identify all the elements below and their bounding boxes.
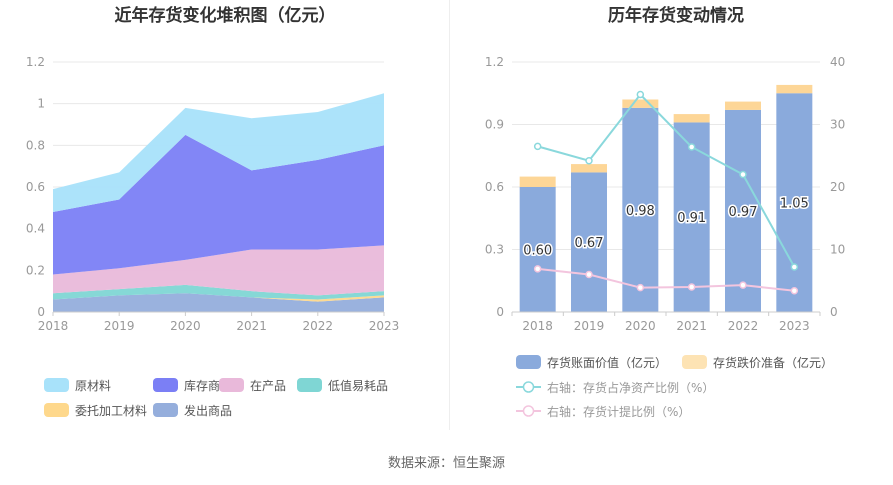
left-y-tick-label: 0.6	[26, 180, 45, 194]
left-y-tick-label: 1	[37, 97, 45, 111]
right-x-tick-label: 2018	[522, 319, 553, 333]
legend-label-右轴：存货占净资产比例（%）: 右轴：存货占净资产比例（%）	[547, 380, 714, 395]
bar-provision	[725, 101, 761, 110]
legend-marker-右轴：存货占净资产比例（%）	[522, 381, 535, 393]
left-y-tick-label: 0.8	[26, 138, 45, 152]
bar-provision	[776, 84, 813, 94]
source-text: 数据来源：恒生聚源	[387, 456, 505, 471]
left-y-tick-label: 0.4	[26, 222, 45, 236]
right-x-tick-label: 2019	[574, 319, 605, 333]
area-series-原材料	[53, 93, 384, 212]
legend-label-在产品: 在产品	[250, 379, 286, 393]
panel-divider	[449, 0, 450, 430]
left-x-tick-label: 2023	[369, 319, 400, 333]
legend-swatch-委托加工材料	[44, 403, 69, 417]
right-x-tick-label: 2021	[676, 319, 707, 333]
bar-book-value	[725, 109, 761, 313]
right-y-left-tick-label: 0.6	[485, 180, 504, 194]
left-x-tick-label: 2020	[170, 319, 201, 333]
bar-book-value	[776, 93, 813, 312]
area-series-委托加工材料	[53, 293, 384, 302]
legend-label-存货账面价值（亿元）: 存货账面价值（亿元）	[547, 355, 667, 370]
legend-swatch-存货跌价准备（亿元）	[682, 355, 707, 369]
area-series-在产品	[53, 245, 384, 296]
legend-label-右轴：存货计提比例（%）: 右轴：存货计提比例（%）	[547, 404, 690, 419]
legend-marker-右轴：存货计提比例（%）	[522, 405, 535, 417]
line-point	[585, 157, 593, 165]
right-y-left-tick-label: 0.9	[485, 118, 504, 132]
bar-provision	[622, 99, 659, 108]
bar-book-value	[622, 107, 659, 312]
left-x-tick-label: 2021	[236, 319, 267, 333]
right-x-tick-label: 2023	[779, 319, 810, 333]
legend-label-委托加工材料: 委托加工材料	[75, 404, 147, 418]
bar-provision	[571, 164, 607, 173]
bar-book-value	[519, 187, 556, 312]
right-y-right-tick-label: 0	[830, 305, 838, 319]
area-series-发出商品	[53, 293, 384, 312]
left-y-tick-label: 0.2	[26, 263, 45, 277]
line-point	[739, 170, 747, 179]
left-x-tick-label: 2019	[104, 319, 135, 333]
bar-value-label: 0.67	[575, 236, 604, 251]
right-y-right-tick-label: 40	[830, 55, 845, 69]
bar-provision	[519, 176, 556, 187]
bar-value-label: 0.91	[677, 211, 706, 226]
legend-label-存货跌价准备（亿元）: 存货跌价准备（亿元）	[713, 355, 833, 370]
bar-value-label: 0.97	[729, 205, 758, 220]
legend-swatch-库存商品	[153, 378, 178, 392]
line-series-右轴：存货计提比例（%）	[537, 267, 795, 292]
bar-value-label: 0.98	[626, 204, 655, 219]
line-point	[739, 281, 747, 289]
line-point	[790, 263, 799, 271]
bar-value-label: 1.05	[780, 197, 809, 212]
line-point	[636, 283, 645, 292]
right-x-tick-label: 2020	[625, 319, 656, 333]
line-point	[687, 283, 696, 291]
legend-swatch-低值易耗品	[297, 378, 322, 392]
line-point	[687, 143, 696, 151]
legend-label-原材料: 原材料	[75, 379, 111, 393]
line-point	[533, 142, 542, 151]
legend-swatch-发出商品	[153, 403, 178, 417]
legend-label-低值易耗品: 低值易耗品	[328, 378, 388, 393]
bar-provision	[673, 114, 710, 123]
right-y-left-tick-label: 0.3	[485, 243, 504, 257]
right-chart-title: 历年存货变动情况	[608, 5, 744, 26]
area-series-低值易耗品	[53, 284, 384, 300]
legend-swatch-原材料	[44, 378, 69, 392]
right-y-right-tick-label: 10	[830, 243, 845, 257]
right-x-tick-label: 2022	[728, 319, 759, 333]
left-chart-title: 近年存货变化堆积图（亿元）	[115, 5, 336, 26]
bar-book-value	[571, 172, 607, 312]
left-y-tick-label: 1.2	[26, 55, 45, 69]
line-point	[585, 270, 593, 279]
left-x-tick-label: 2018	[38, 319, 69, 333]
left-y-tick-label: 0	[37, 305, 45, 319]
line-point	[790, 287, 799, 295]
legend-label-发出商品: 发出商品	[184, 403, 232, 418]
line-point	[636, 90, 645, 99]
right-y-left-tick-label: 1.2	[485, 55, 504, 69]
right-y-right-tick-label: 20	[830, 180, 845, 194]
right-y-right-tick-label: 30	[830, 118, 845, 132]
left-x-tick-label: 2022	[303, 319, 334, 333]
line-series-右轴：存货占净资产比例（%）	[537, 92, 796, 268]
line-point	[533, 265, 542, 273]
bar-value-label: 0.60	[523, 244, 552, 259]
right-y-left-tick-label: 0	[496, 305, 504, 319]
legend-swatch-在产品	[219, 378, 244, 392]
area-series-库存商品	[53, 134, 384, 275]
legend-swatch-存货账面价值（亿元）	[516, 355, 541, 369]
